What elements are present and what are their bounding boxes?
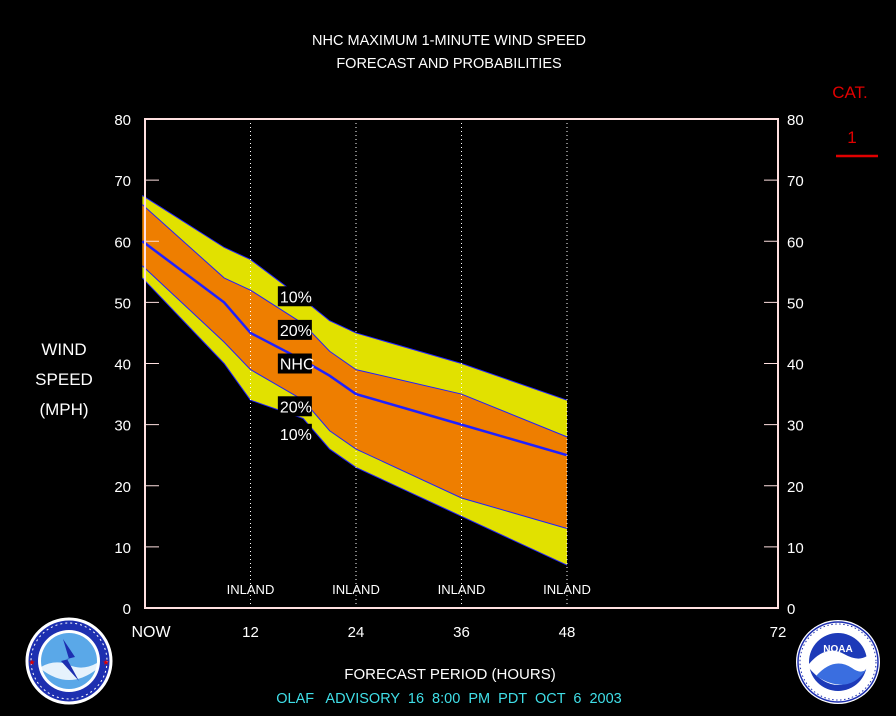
y-tick-label-left: 20 [114,479,131,496]
inland-markers: INLAND INLAND INLAND INLAND [227,123,591,608]
chart-title: NHC MAXIMUM 1-MINUTE WIND SPEED [312,33,586,49]
noaa-logo [796,620,880,704]
inland-label: INLAND [438,582,486,597]
y-tick-label-right: 30 [787,418,804,435]
nhc-forecast-line [141,240,568,457]
y-tick-label-left: 70 [114,173,131,190]
y-tick-label-left: 0 [123,601,131,618]
y-tick-label-right: 70 [787,173,804,190]
y-tick-label-right: 10 [787,540,804,557]
probability-bands [141,194,568,566]
category-title: CAT. [832,83,868,102]
band-label: NHC [280,357,315,374]
x-tick-label: 36 [453,624,470,641]
y-tick-label-left: 50 [114,295,131,312]
inland-label: INLAND [543,582,591,597]
y-tick-label-right: 40 [787,357,804,374]
x-tick-label: 12 [242,624,259,641]
xlabel: FORECAST PERIOD (HOURS) [344,666,555,683]
svg-text:★: ★ [102,658,109,667]
band-labels: 10% 20% NHC 20% 10% [277,286,315,444]
ylabel-line-2: SPEED [35,370,93,389]
chart-subtitle: FORECAST AND PROBABILITIES [336,56,561,72]
band-label-box [277,423,312,444]
plot-axes: 0 0 10 10 20 20 30 30 40 40 50 50 60 60 70 70 80 80 NOW 12 2… [114,112,803,641]
y-tick-label-right: 0 [787,601,795,618]
x-tick-label: 24 [348,624,365,641]
band-label: 10% [280,427,312,444]
inland-label: INLAND [332,582,380,597]
series-edge-lower-10 [142,277,568,566]
band-label: 20% [280,399,312,416]
y-tick-label-right: 80 [787,112,804,129]
series-edge-upper-20 [142,204,568,438]
y-tick-label-right: 50 [787,295,804,312]
y-tick-label-right: 20 [787,479,804,496]
band-label-box [277,319,312,340]
svg-text:★: ★ [28,658,35,667]
inland-label: INLAND [227,582,275,597]
y-tick-label-left: 10 [114,540,131,557]
band-label-box [277,396,312,417]
x-tick-label: 72 [770,624,787,641]
band-label: 20% [280,323,312,340]
y-tick-label-right: 60 [787,234,804,251]
noaa-logo-text: NOAA [823,644,852,655]
y-tick-label-left: 40 [114,357,131,374]
advisory-footer: OLAF ADVISORY 16 8:00 PM PDT OCT 6 2003 [276,691,621,707]
y-tick-label-left: 80 [114,112,131,129]
x-tick-label: 48 [559,624,576,641]
band-label: 10% [280,289,312,306]
category-value: 1 [847,128,856,147]
x-tick-label: NOW [131,624,171,641]
band-label-box [277,286,312,307]
ylabel-line-1: WIND [41,340,86,359]
series-edge-lower-20 [142,265,568,530]
band-label-box [277,353,312,374]
y-tick-label-left: 60 [114,234,131,251]
series-edge-upper-10 [142,194,568,401]
y-tick-label-left: 30 [114,418,131,435]
inner-probability-band [142,204,568,529]
nws-logo: ★ ★ [25,617,113,705]
ylabel-line-3: (MPH) [39,400,88,419]
